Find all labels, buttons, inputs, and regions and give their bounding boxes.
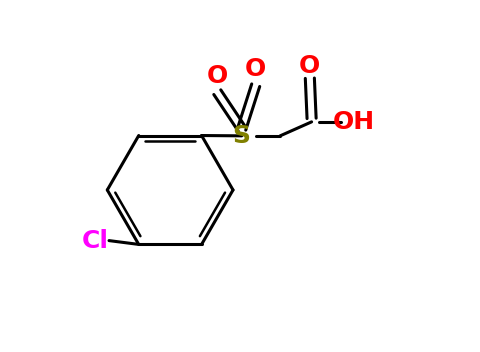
Text: OH: OH xyxy=(333,110,374,134)
Text: O: O xyxy=(245,57,266,81)
Text: O: O xyxy=(299,54,321,78)
Text: Cl: Cl xyxy=(82,228,108,253)
Text: O: O xyxy=(207,64,228,88)
Text: S: S xyxy=(233,124,251,148)
